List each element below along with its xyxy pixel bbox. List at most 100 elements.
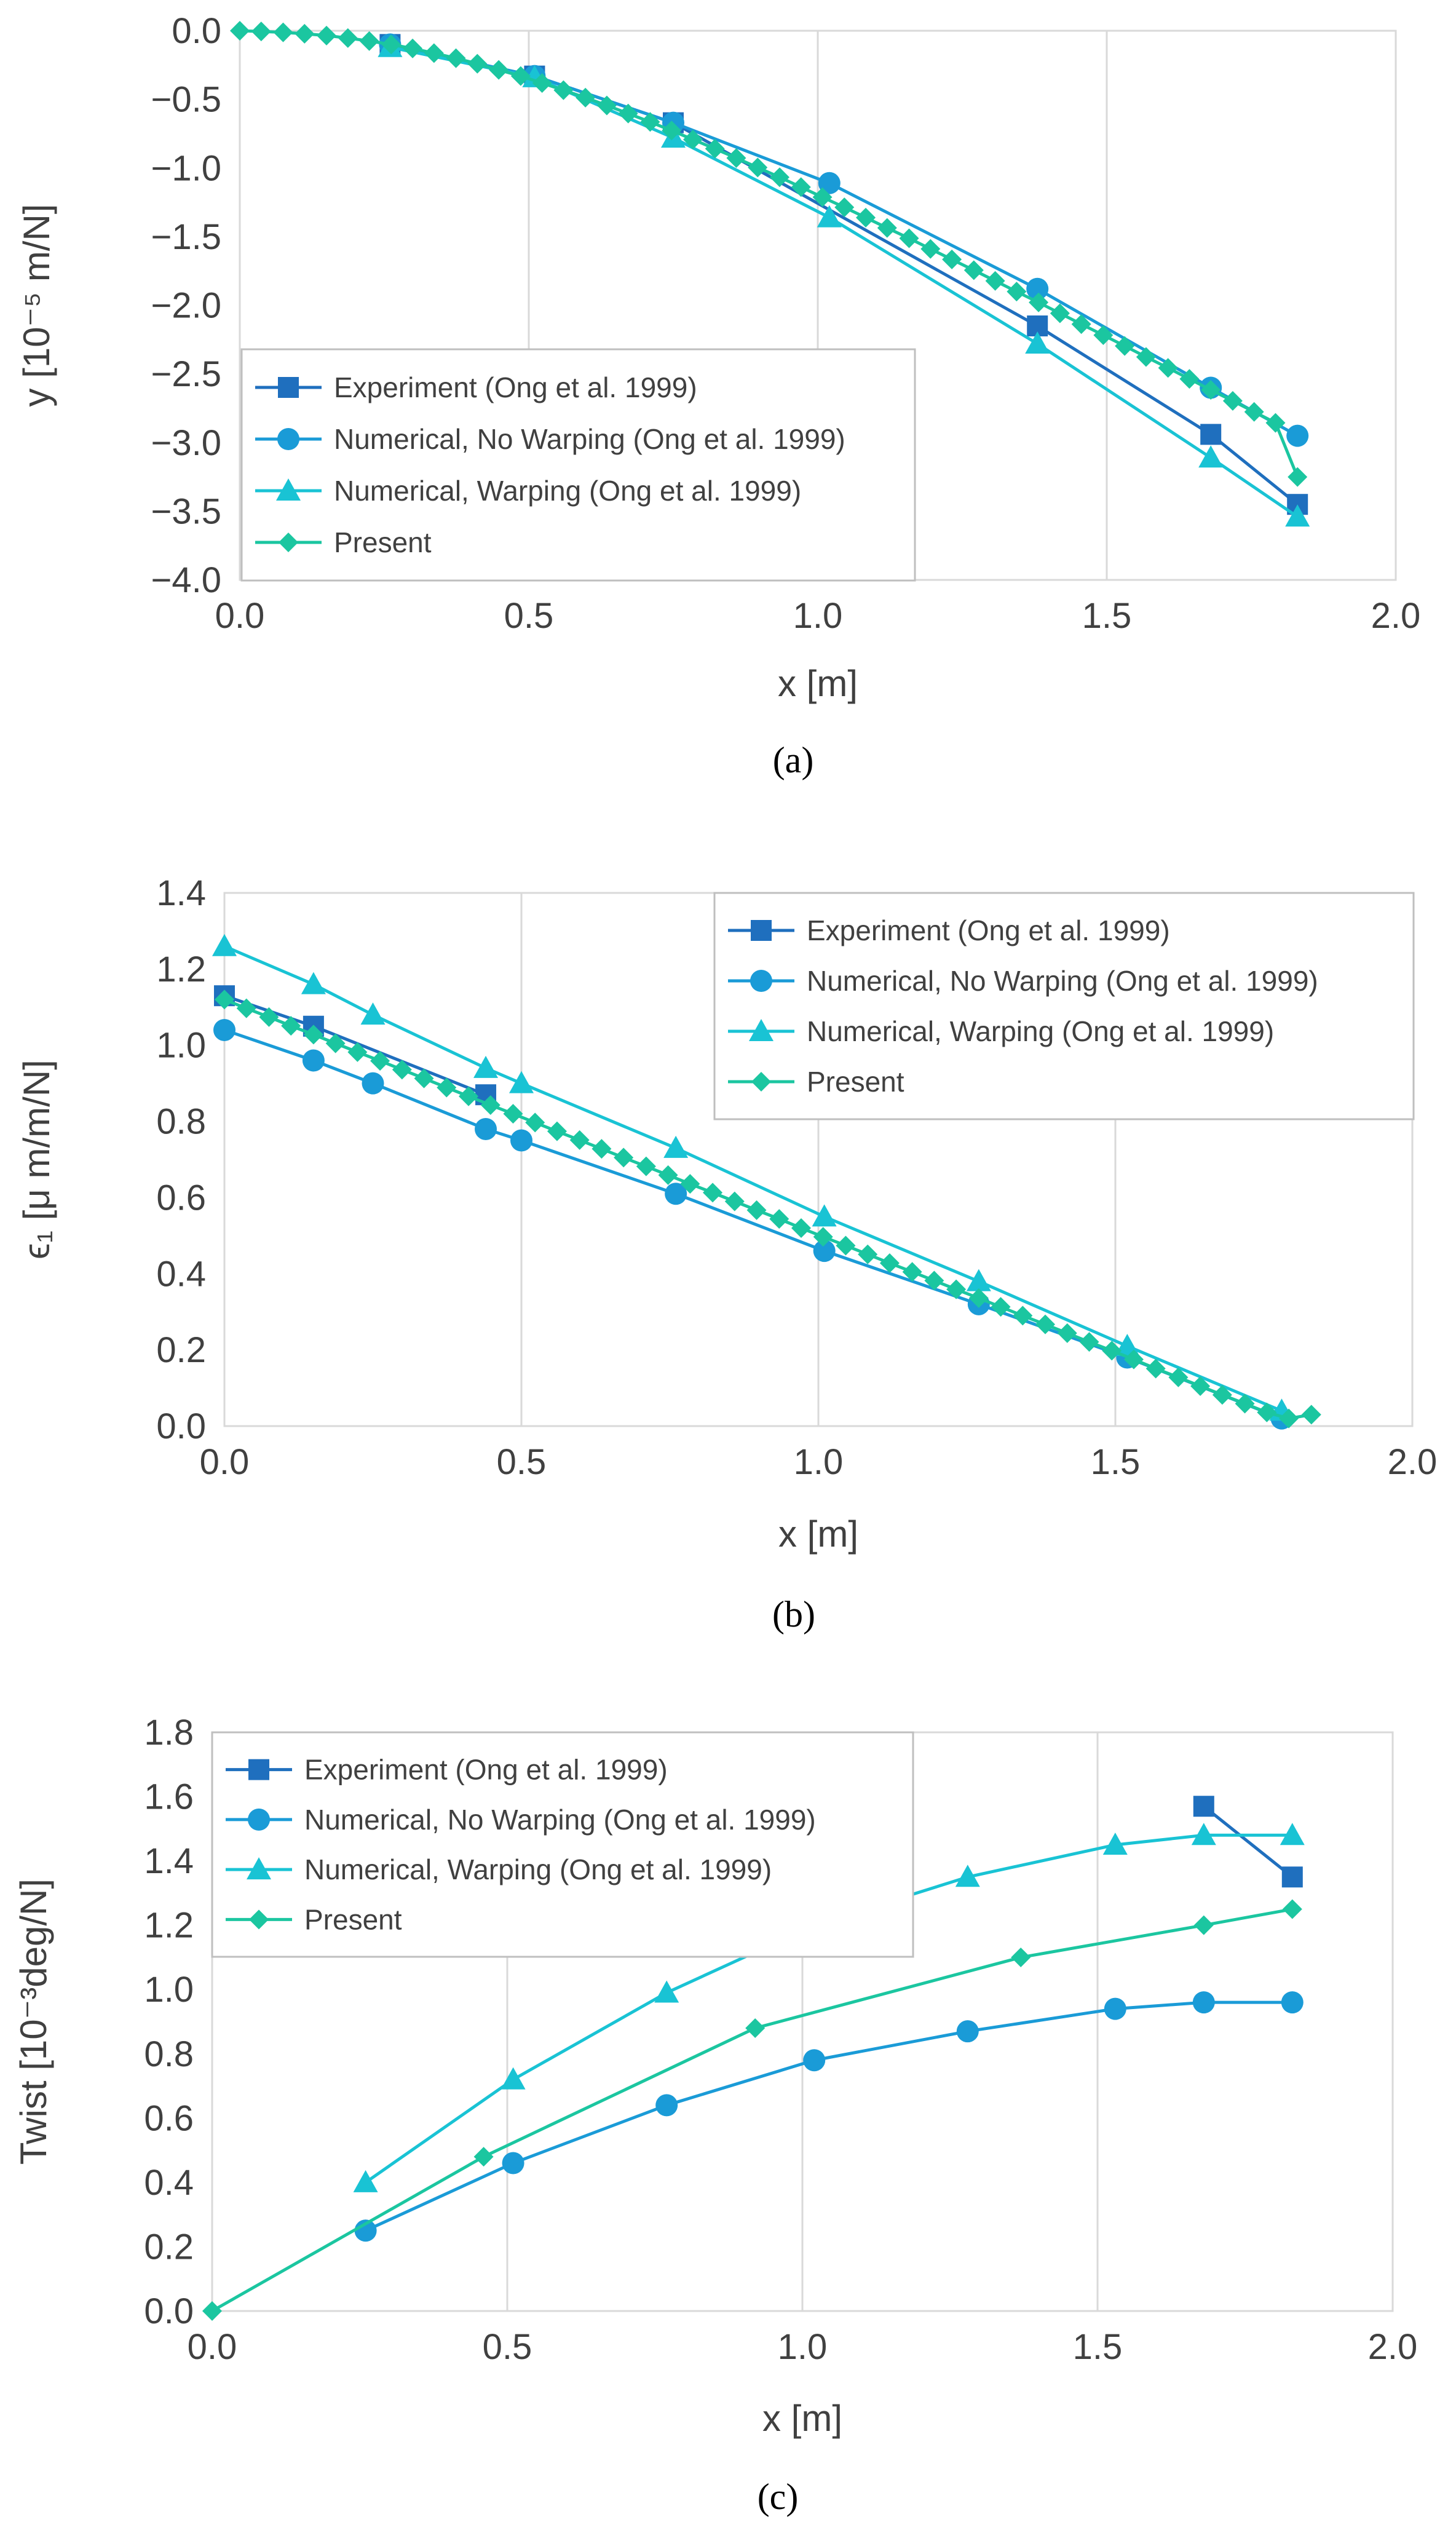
chart-a-x-tick-label: 0.5 <box>504 596 554 636</box>
chart-b-point-present <box>636 1156 656 1176</box>
chart-b-point-present <box>569 1130 590 1150</box>
chart-c-y-tick-label: 0.2 <box>144 2227 194 2267</box>
chart-a-point-present <box>446 48 466 68</box>
chart-c-point-warping <box>1280 1823 1305 1845</box>
chart-c-point-no_warping <box>803 2049 826 2072</box>
chart-b-legend-swatch-no_warping <box>750 970 772 992</box>
chart-a-point-present <box>403 38 423 58</box>
chart-b-legend-label: Experiment (Ong et al. 1999) <box>807 914 1170 946</box>
chart-a-x-axis-title: x [m] <box>778 663 858 704</box>
chart-a-point-present <box>856 207 876 228</box>
chart-b-point-warping <box>473 1055 499 1078</box>
chart-b-point-warping <box>966 1269 991 1291</box>
chart-b-point-no_warping <box>302 1049 325 1072</box>
chart-a-point-present <box>1007 282 1027 302</box>
chart-b-point-present <box>414 1068 434 1088</box>
chart-b-point-present <box>592 1139 612 1159</box>
chart-b-y-tick-label: 1.0 <box>156 1026 206 1066</box>
chart-c-y-tick-label: 0.8 <box>144 2034 194 2074</box>
chart-b-point-present <box>1190 1376 1211 1396</box>
chart-b-point-present <box>236 998 256 1018</box>
chart-a-legend-swatch-experiment <box>278 377 299 398</box>
chart-c-series-line-experiment <box>1203 1805 1294 1879</box>
chart-b-point-present <box>858 1244 878 1264</box>
chart-a-point-present <box>338 28 358 48</box>
chart-b-point-present <box>259 1007 279 1027</box>
chart-c-point-present <box>1282 1899 1302 1919</box>
chart-b-legend-swatch-warping <box>749 1019 774 1041</box>
chart-a-point-warping <box>817 205 842 228</box>
chart-a-point-present <box>381 34 402 55</box>
chart-c-point-warping <box>1102 1832 1128 1855</box>
chart-b-point-present <box>902 1262 922 1282</box>
chart-b-point-present <box>459 1086 479 1106</box>
chart-c-y-tick-label: 1.6 <box>144 1777 194 1817</box>
chart-c-x-tick-label: 0.0 <box>188 2327 237 2367</box>
chart-c-y-tick-label: 0.4 <box>144 2163 194 2203</box>
chart-b-point-present <box>1057 1323 1077 1343</box>
chart-a-point-present <box>920 239 941 259</box>
chart-a-point-present <box>295 23 315 44</box>
chart-a-point-present <box>251 22 271 42</box>
chart-b-point-present <box>437 1077 457 1098</box>
chart-b-point-present <box>1168 1367 1189 1387</box>
chart-a-point-no_warping <box>1026 277 1049 300</box>
chart-c-point-warping <box>955 1865 980 1887</box>
chart-a-point-present <box>532 73 552 93</box>
chart-b-point-present <box>1279 1408 1299 1429</box>
chart-b-point-present <box>1235 1393 1255 1414</box>
chart-a-point-present <box>576 87 596 108</box>
chart-a-point-experiment <box>1200 424 1222 445</box>
chart-b-point-present <box>215 989 234 1010</box>
chart-b-point-present <box>525 1112 545 1133</box>
chart-a-point-present <box>963 260 984 280</box>
chart-c-point-no_warping <box>502 2152 524 2174</box>
chart-c-y-tick-label: 1.2 <box>144 1906 194 1946</box>
chart-a-legend-swatch-present <box>279 533 298 552</box>
chart-a-point-present <box>662 121 682 141</box>
chart-b-y-tick-label: 0.2 <box>156 1330 206 1370</box>
chart-a-point-present <box>273 22 293 42</box>
chart-a-point-present <box>877 218 897 238</box>
chart-b-point-present <box>1013 1306 1033 1326</box>
chart-a-legend-label: Numerical, Warping (Ong et al. 1999) <box>334 475 801 507</box>
chart-a-point-present <box>1222 390 1243 411</box>
chart-a-point-present <box>489 60 509 80</box>
chart-b-x-tick-label: 2.0 <box>1388 1442 1438 1482</box>
chart-b-caption: (b) <box>772 1594 815 1635</box>
chart-b-point-present <box>1123 1349 1144 1370</box>
chart-b-point-present <box>1212 1385 1232 1405</box>
chart-b-point-present <box>924 1270 944 1291</box>
chart-c-y-axis-title: Twist [10⁻³deg/N] <box>13 1879 54 2165</box>
chart-c-x-tick-label: 0.5 <box>483 2327 532 2367</box>
chart-a-legend-box <box>240 348 916 582</box>
chart-b-legend-label: Numerical, No Warping (Ong et al. 1999) <box>807 965 1318 997</box>
chart-b-point-present <box>1301 1405 1321 1425</box>
chart-b-legend: Experiment (Ong et al. 1999) Numerical, N… <box>713 892 1415 1120</box>
chart-b-point-present <box>303 1025 323 1045</box>
chart-a-point-present <box>769 167 789 188</box>
chart-a-y-tick-label: −1.0 <box>151 148 222 188</box>
chart-a-y-tick-label: −4.0 <box>151 560 222 600</box>
chart-b-point-present <box>614 1148 634 1168</box>
chart-b-point-present <box>658 1165 678 1185</box>
chart-b-point-present <box>325 1033 346 1053</box>
chart-b-point-present <box>347 1042 368 1062</box>
chart-a-point-present <box>510 66 531 86</box>
chart-a-point-present <box>1265 413 1286 433</box>
chart-a-legend-swatch-warping <box>276 478 301 501</box>
chart-b-point-no_warping <box>813 1240 836 1263</box>
chart-b-series-line-warping <box>224 945 1283 1413</box>
chart-a-point-present <box>1288 467 1308 487</box>
chart-c-legend-swatch-warping <box>247 1857 271 1880</box>
chart-c-y-tick-label: 0.0 <box>144 2291 194 2331</box>
chart-b-x-tick-label: 0.0 <box>200 1442 250 1482</box>
chart-c-point-experiment <box>1193 1796 1214 1817</box>
chart-c-point-present <box>1193 1915 1214 1935</box>
chart-a-point-present <box>618 103 638 124</box>
chart-a-point-present <box>317 25 336 46</box>
chart-b-point-no_warping <box>475 1117 497 1140</box>
chart-c-legend-label: Experiment (Ong et al. 1999) <box>304 1754 668 1786</box>
chart-a-caption: (a) <box>773 740 814 780</box>
chart-a-legend-label: Experiment (Ong et al. 1999) <box>334 371 697 403</box>
